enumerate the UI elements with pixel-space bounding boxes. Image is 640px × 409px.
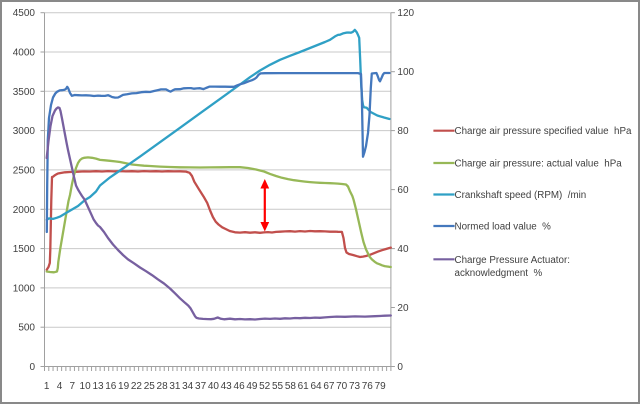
svg-text:40: 40 [208, 381, 220, 392]
svg-text:500: 500 [18, 323, 35, 334]
svg-text:1500: 1500 [13, 244, 36, 255]
svg-text:1000: 1000 [13, 283, 36, 294]
svg-text:Crankshaft speed (RPM) /min: Crankshaft speed (RPM) /min [455, 190, 587, 201]
svg-text:46: 46 [234, 381, 246, 392]
svg-text:4000: 4000 [13, 48, 36, 59]
svg-text:Charge air pressure specified: Charge air pressure specified value hPa [455, 126, 633, 137]
svg-text:0: 0 [29, 362, 35, 373]
svg-text:4: 4 [57, 381, 63, 392]
svg-text:49: 49 [246, 381, 258, 392]
svg-text:2000: 2000 [13, 205, 36, 216]
svg-text:7: 7 [70, 381, 76, 392]
svg-text:37: 37 [195, 381, 207, 392]
svg-text:43: 43 [221, 381, 233, 392]
svg-text:20: 20 [397, 303, 409, 314]
svg-text:2500: 2500 [13, 165, 36, 176]
svg-text:10: 10 [80, 381, 92, 392]
svg-text:79: 79 [375, 381, 387, 392]
svg-text:3000: 3000 [13, 126, 36, 137]
svg-text:acknowledgment %: acknowledgment % [455, 268, 543, 279]
svg-text:120: 120 [397, 8, 414, 19]
svg-text:Normed load value %: Normed load value % [455, 222, 552, 233]
svg-text:34: 34 [182, 381, 194, 392]
svg-text:4500: 4500 [13, 8, 36, 19]
svg-text:64: 64 [310, 381, 322, 392]
svg-text:73: 73 [349, 381, 361, 392]
svg-text:19: 19 [118, 381, 130, 392]
svg-text:Charge air pressure: actual va: Charge air pressure: actual value hPa [455, 159, 623, 170]
svg-text:40: 40 [397, 244, 409, 255]
svg-text:80: 80 [397, 126, 409, 137]
svg-text:52: 52 [259, 381, 271, 392]
svg-text:Charge Pressure Actuator:: Charge Pressure Actuator: [455, 255, 570, 266]
svg-text:3500: 3500 [13, 87, 36, 98]
svg-text:58: 58 [285, 381, 297, 392]
svg-text:0: 0 [397, 362, 403, 373]
svg-text:55: 55 [272, 381, 284, 392]
svg-text:13: 13 [92, 381, 104, 392]
svg-text:100: 100 [397, 67, 414, 78]
svg-text:16: 16 [105, 381, 117, 392]
svg-text:67: 67 [323, 381, 335, 392]
svg-text:31: 31 [169, 381, 181, 392]
svg-text:22: 22 [131, 381, 143, 392]
svg-text:60: 60 [397, 185, 409, 196]
svg-text:25: 25 [144, 381, 156, 392]
svg-text:70: 70 [336, 381, 348, 392]
svg-text:28: 28 [157, 381, 169, 392]
svg-text:76: 76 [362, 381, 374, 392]
svg-text:61: 61 [298, 381, 310, 392]
svg-text:1: 1 [44, 381, 50, 392]
